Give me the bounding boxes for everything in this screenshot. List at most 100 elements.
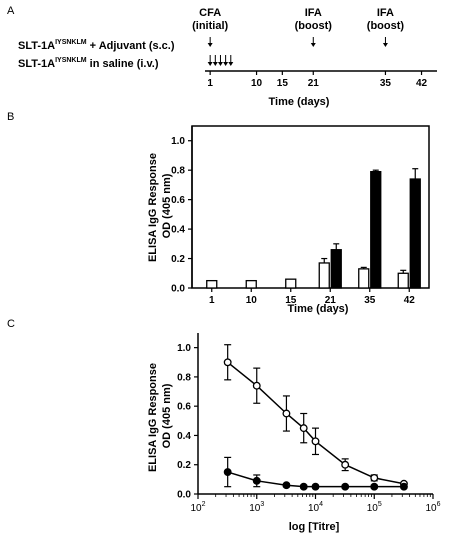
point-filled <box>299 482 308 491</box>
timeline-events: CFA(initial)IFA(boost)IFA(boost) <box>192 7 404 66</box>
series-filled-circles <box>223 456 408 491</box>
iv-injection-arrow <box>228 55 234 66</box>
iv-injection-arrow <box>223 55 229 66</box>
bar-open <box>245 279 257 289</box>
point-open <box>341 460 350 469</box>
point-open <box>252 381 261 390</box>
point-filled <box>252 476 261 485</box>
x-tick-label: 1 <box>209 295 215 306</box>
event-arrow <box>382 37 388 47</box>
y-tick-label: 0.8 <box>177 372 191 383</box>
line-chart-ylabel-line2: OD (405 nm) <box>161 383 173 448</box>
point-open <box>282 409 291 418</box>
arrow-head <box>228 62 234 66</box>
x-tick-label: 105 <box>367 501 382 514</box>
x-tick-exponent: 5 <box>378 501 382 508</box>
point-filled <box>370 482 379 491</box>
timeline-xlabel: Time (days) <box>269 96 330 108</box>
series-open-circles <box>223 344 408 488</box>
x-tick-base: 10 <box>190 503 202 514</box>
x-tick-label: 102 <box>190 501 205 514</box>
y-tick-label: 0.6 <box>177 402 191 413</box>
timeline-tick-label: 42 <box>416 78 428 89</box>
x-tick-base: 10 <box>308 503 320 514</box>
treatment-row2-prefix: SLT-1A <box>18 58 55 70</box>
arrow-head <box>382 43 388 47</box>
panel-a: A SLT-1AIYSNKLM + Adjuvant (s.c.) SLT-1A… <box>7 5 437 108</box>
y-tick-label: 0.6 <box>171 195 185 206</box>
y-tick-label: 1.0 <box>177 343 191 354</box>
iv-injection-arrow <box>217 55 223 66</box>
bar-open <box>206 279 218 289</box>
x-tick-base: 10 <box>249 503 261 514</box>
panel-a-letter: A <box>7 5 15 17</box>
treatment-row1-superscript: IYSNKLM <box>55 39 87 46</box>
timeline-tick-label: 1 <box>207 78 213 89</box>
y-tick-label: 0.2 <box>171 254 185 265</box>
bar-filled <box>330 249 342 289</box>
bar-error <box>321 257 328 263</box>
event-label-title: IFA <box>377 7 394 19</box>
x-tick-label: 21 <box>325 295 337 306</box>
event-label-subtitle: (boost) <box>367 20 405 32</box>
point-filled <box>399 482 408 491</box>
x-tick-exponent: 3 <box>260 501 264 508</box>
y-tick-label: 0.8 <box>171 166 185 177</box>
bar-chart-xlabel: Time (days) <box>288 303 349 315</box>
point-filled <box>341 482 350 491</box>
panel-c-letter: C <box>7 318 15 330</box>
timeline-tick-label: 21 <box>308 78 320 89</box>
plot-frame <box>191 125 430 289</box>
series-line <box>227 361 405 485</box>
timeline-tick-label: 35 <box>380 78 392 89</box>
y-tick-label: 0.0 <box>171 284 185 295</box>
bar-open <box>358 268 370 289</box>
point-open <box>223 358 232 367</box>
timeline-tick-label: 15 <box>277 78 289 89</box>
line-chart-ylabel-line1: ELISA IgG Response <box>147 363 159 472</box>
bar-chart: 0.0 0.2 0.4 0.6 0.8 1.0 1 10 15 21 35 42 <box>171 125 430 306</box>
point-open <box>299 424 308 433</box>
arrow-head <box>207 43 213 47</box>
event-arrow <box>207 37 213 47</box>
bar-open <box>285 278 297 289</box>
x-tick-label: 104 <box>308 501 323 514</box>
bar-filled <box>370 171 382 289</box>
bar-error <box>360 266 367 269</box>
x-tick-label: 35 <box>364 295 376 306</box>
bar-error <box>400 269 407 274</box>
event-label-title: CFA <box>199 7 221 19</box>
point-filled <box>282 481 291 490</box>
treatment-row2: SLT-1AIYSNKLM in saline (i.v.) <box>18 57 159 70</box>
arrow-head <box>223 62 229 66</box>
arrow-head <box>212 62 218 66</box>
x-tick-label: 103 <box>249 501 264 514</box>
event-arrow <box>310 37 316 47</box>
timeline-ticks: 1 10 15 21 35 42 <box>207 71 428 89</box>
x-tick-exponent: 2 <box>202 501 206 508</box>
iv-injection-arrow <box>207 55 213 66</box>
arrow-head <box>217 62 223 66</box>
bar-error <box>412 168 419 180</box>
panel-b: B ELISA IgG Response OD (405 nm) 0.00.20… <box>7 111 430 315</box>
treatment-row2-suffix: in saline (i.v.) <box>87 58 159 70</box>
bar-open <box>318 262 330 289</box>
y-tick-label: 0.4 <box>177 431 191 442</box>
point-open <box>311 437 320 446</box>
bar-chart-ylabel-line2: OD (405 nm) <box>161 173 173 238</box>
x-tick-label: 106 <box>425 501 440 514</box>
line-chart-xlabel: log [Titre] <box>289 521 340 533</box>
x-tick-base: 10 <box>367 503 379 514</box>
x-tick-exponent: 4 <box>319 501 323 508</box>
line-chart-ylabel: ELISA IgG Response OD (405 nm) <box>147 360 173 472</box>
y-tick-label: 1.0 <box>171 136 185 147</box>
x-tick-label: 10 <box>246 295 258 306</box>
treatment-row1-suffix: + Adjuvant (s.c.) <box>87 40 175 52</box>
arrow-head <box>310 43 316 47</box>
iv-injection-arrow <box>212 55 218 66</box>
y-tick-label: 0.4 <box>171 225 185 236</box>
bar-open <box>397 272 409 289</box>
treatment-row1: SLT-1AIYSNKLM + Adjuvant (s.c.) <box>18 39 175 52</box>
